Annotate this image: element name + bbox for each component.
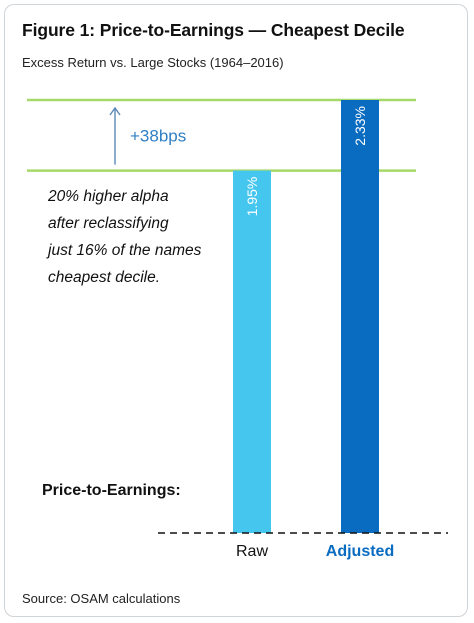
annotation-line: 20% higher alpha: [48, 188, 169, 205]
bar-value-label: 1.95%: [244, 177, 260, 217]
bar-raw: [233, 170, 271, 533]
difference-label: +38bps: [130, 126, 186, 145]
difference-arrow-head-icon: [109, 106, 121, 116]
category-label: Adjusted: [326, 543, 394, 560]
chart-subtitle: Excess Return vs. Large Stocks (1964–201…: [22, 55, 284, 70]
annotation-line: just 16% of the names: [48, 242, 202, 259]
bar-value-label: 2.33%: [352, 106, 368, 146]
category-label: Raw: [236, 543, 268, 560]
source-note: Source: OSAM calculations: [22, 591, 181, 606]
bar-adjusted: [341, 100, 379, 533]
factor-label: Price-to-Earnings:: [42, 482, 181, 499]
annotation-text: 20% higher alpha after reclassifying jus…: [48, 183, 248, 291]
chart-title: Figure 1: Price-to-Earnings — Cheapest D…: [22, 20, 405, 40]
annotation-line: cheapest decile.: [48, 269, 161, 286]
annotation-line: after reclassifying: [48, 215, 169, 232]
